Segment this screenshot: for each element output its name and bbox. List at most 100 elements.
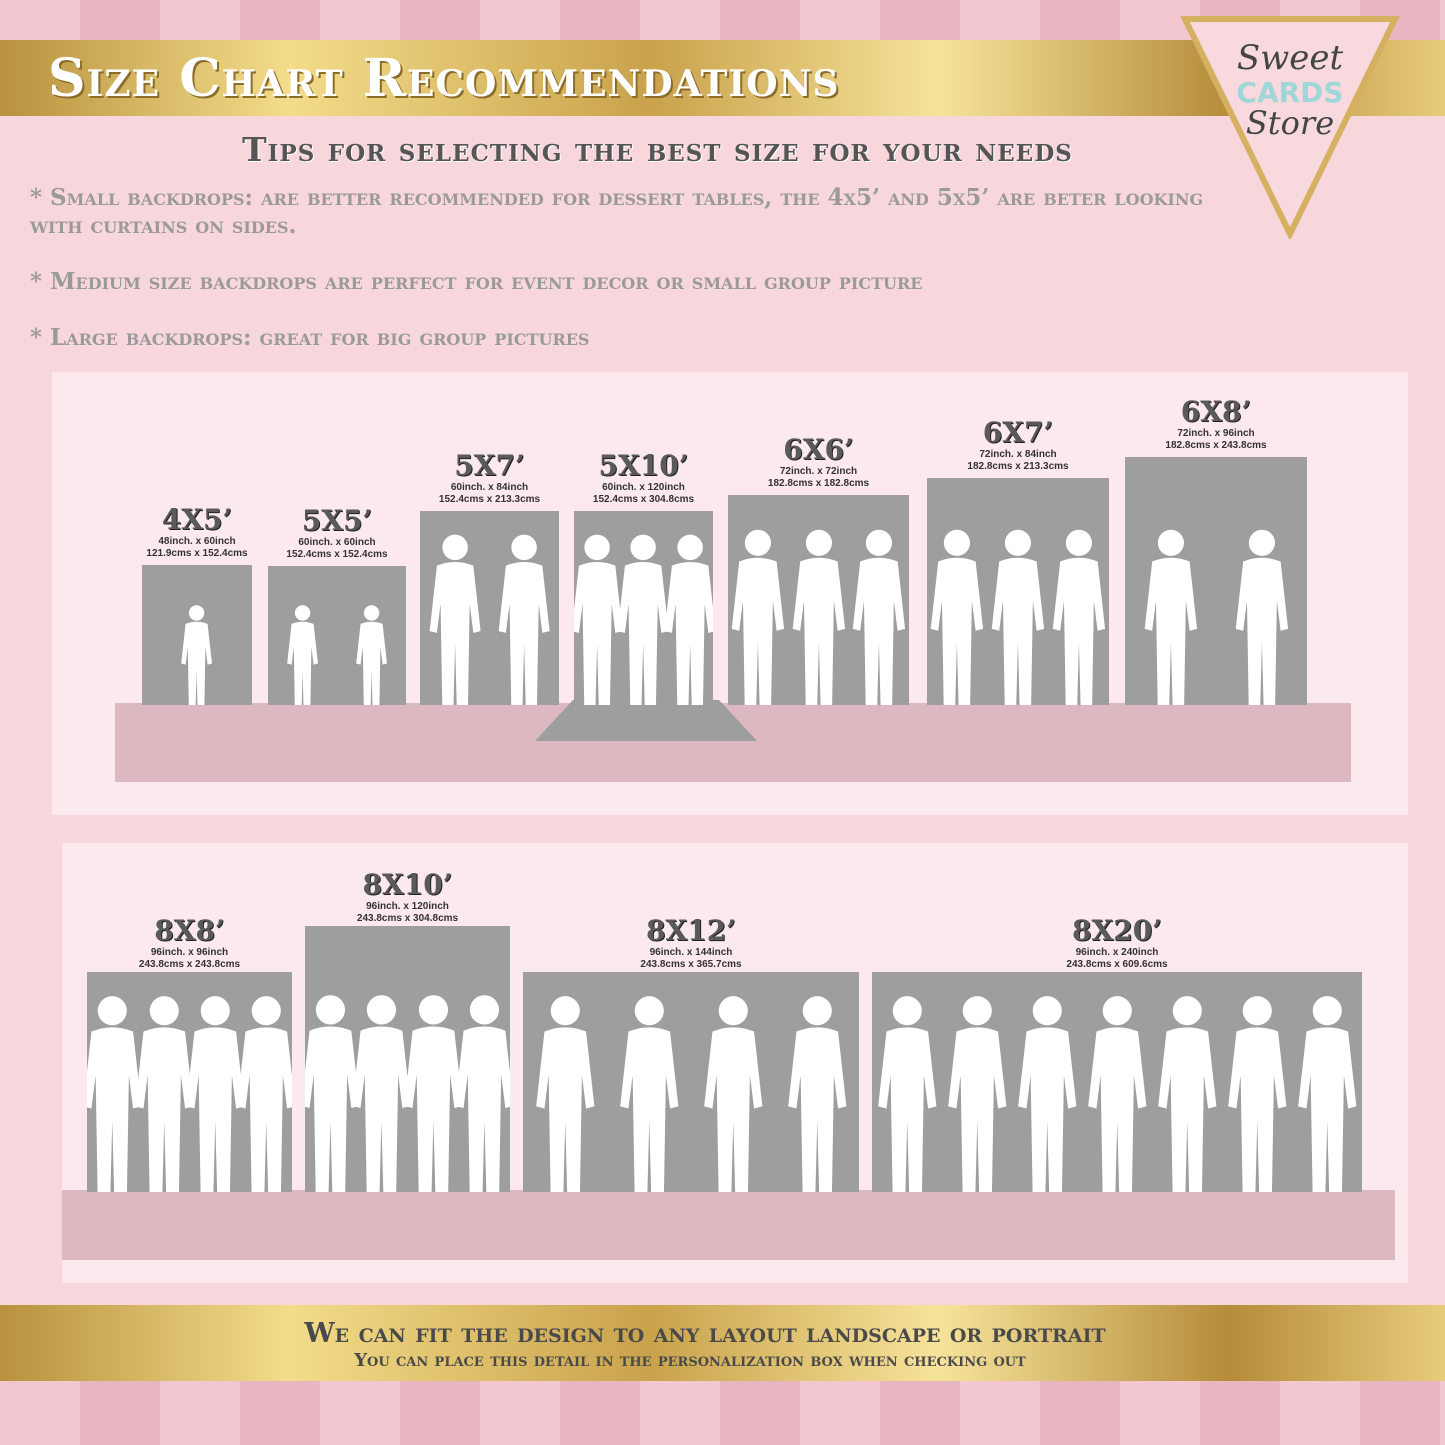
size-cms: 182.8cms x 243.8cms <box>1165 440 1267 451</box>
page-title: Size Chart Recommendations <box>48 48 840 109</box>
person-silhouette-icon <box>181 605 213 705</box>
floor-trapezoid-5x10 <box>535 700 757 741</box>
person-silhouette-icon <box>574 534 623 705</box>
size-label: 4X5’ 48inch. x 60inch 121.9cms x 152.4cms <box>97 503 297 560</box>
backdrop-2 <box>420 511 559 705</box>
size-cms: 182.8cms x 213.3cms <box>967 461 1069 472</box>
size-name: 5X7’ <box>454 449 525 482</box>
person-silhouette-icon <box>664 534 713 705</box>
tip-small: * Small backdrops: are better recommende… <box>30 184 1204 239</box>
person-silhouette-icon <box>619 996 679 1192</box>
size-name: 8X20’ <box>1072 914 1162 947</box>
size-inches: 72inch. x 72inch <box>779 466 858 477</box>
backdrop-10 <box>872 972 1362 1192</box>
size-cms: 243.8cms x 365.7cms <box>640 959 742 970</box>
size-inches: 96inch. x 120inch <box>366 901 449 912</box>
size-inches: 48inch. x 60inch <box>158 536 236 547</box>
person-silhouette-icon <box>186 996 245 1192</box>
size-name: 8X8’ <box>154 914 225 947</box>
size-cms: 243.8cms x 304.8cms <box>356 913 459 924</box>
backdrop-8 <box>305 926 510 1192</box>
person-silhouette-icon <box>305 995 360 1192</box>
backdrop-6 <box>1125 457 1307 705</box>
size-cms: 152.4cms x 304.8cms <box>592 494 695 505</box>
backdrop-5 <box>927 478 1109 705</box>
size-inches: 72inch. x 96inch <box>1177 428 1255 439</box>
size-name: 8X12’ <box>646 914 736 947</box>
size-label: 6X6’ 72inch. x 72inch 182.8cms x 182.8cms <box>719 433 919 490</box>
backdrop-9 <box>523 972 859 1192</box>
size-label: 6X8’ 72inch. x 96inch 182.8cms x 243.8cms <box>1116 395 1316 452</box>
size-name: 6X7’ <box>982 416 1054 449</box>
person-silhouette-icon <box>237 996 292 1192</box>
person-silhouette-icon <box>1297 996 1357 1192</box>
footer-line1: We can fit the design to any layout land… <box>304 1318 1106 1349</box>
person-silhouette-icon <box>852 529 905 705</box>
size-cms: 243.8cms x 243.8cms <box>138 959 241 970</box>
person-silhouette-icon <box>1227 996 1287 1192</box>
size-cms: 243.8cms x 609.6cms <box>1066 959 1168 970</box>
person-silhouette-icon <box>455 995 510 1192</box>
footer-line2: You can place this detail in the persona… <box>354 1350 1026 1371</box>
bottom-pattern <box>0 1381 1445 1445</box>
size-cms: 152.4cms x 152.4cms <box>286 549 388 560</box>
store-logo: Sweet CARDS Store <box>1180 14 1400 241</box>
backdrop-1 <box>268 566 406 705</box>
logo-text-sweet: Sweet <box>1237 38 1344 78</box>
person-silhouette-icon <box>618 534 669 705</box>
footer-gold-band <box>0 1305 1445 1381</box>
person-silhouette-icon <box>947 996 1007 1192</box>
person-silhouette-icon <box>1144 529 1197 705</box>
size-inches: 60inch. x 60inch <box>298 537 376 548</box>
person-silhouette-icon <box>1087 996 1147 1192</box>
size-label: 5X10’ 60inch. x 120inch 152.4cms x 304.8cm… <box>544 449 744 506</box>
person-silhouette-icon <box>1235 529 1288 705</box>
size-inches: 96inch. x 144inch <box>649 947 733 958</box>
person-silhouette-icon <box>1017 996 1077 1192</box>
person-silhouette-icon <box>535 996 595 1192</box>
person-silhouette-icon <box>731 529 785 705</box>
person-silhouette-icon <box>403 995 463 1192</box>
person-silhouette-icon <box>1157 996 1217 1192</box>
size-label: 6X7’ 72inch. x 84inch 182.8cms x 213.3cms <box>918 416 1118 473</box>
subtitle: Tips for selecting the best size for you… <box>242 130 1073 169</box>
size-name: 4X5’ <box>161 503 233 536</box>
backdrop-7 <box>87 972 292 1192</box>
person-silhouette-icon <box>877 996 937 1192</box>
tip-medium: * Medium size backdrops are perfect for … <box>30 268 923 295</box>
logo-text-store: Store <box>1246 104 1334 142</box>
floor-row2 <box>62 1190 1395 1260</box>
person-silhouette-icon <box>498 534 550 705</box>
size-inches: 96inch. x 240inch <box>1075 947 1159 958</box>
backdrop-0 <box>142 565 252 705</box>
person-silhouette-icon <box>931 529 984 705</box>
person-silhouette-icon <box>787 996 847 1192</box>
person-silhouette-icon <box>134 996 193 1192</box>
size-label: 5X7’ 60inch. x 84inch 152.4cms x 213.3cms <box>390 449 590 506</box>
tip-large: * Large backdrops: great for big group p… <box>30 324 590 351</box>
logo-text-cards: CARDS <box>1236 76 1343 109</box>
size-label: 8X10’ 96inch. x 120inch 243.8cms x 304.8cm… <box>308 868 508 925</box>
person-silhouette-icon <box>991 529 1045 705</box>
size-name: 6X8’ <box>1180 395 1252 428</box>
size-name: 5X10’ <box>598 449 689 482</box>
backdrop-4 <box>728 495 909 705</box>
person-silhouette-icon <box>703 996 763 1192</box>
size-inches: 72inch. x 84inch <box>979 449 1057 460</box>
size-label: 5X5’ 60inch. x 60inch 152.4cms x 152.4cms <box>237 504 437 561</box>
size-inches: 60inch. x 120inch <box>602 482 685 493</box>
person-silhouette-icon <box>1052 529 1105 705</box>
backdrop-3 <box>574 511 713 705</box>
size-name: 6X6’ <box>783 433 854 466</box>
person-silhouette-icon <box>287 605 318 705</box>
size-cms: 182.8cms x 182.8cms <box>767 478 870 489</box>
size-inches: 96inch. x 96inch <box>150 947 229 958</box>
person-silhouette-icon <box>352 995 412 1192</box>
size-label: 8X8’ 96inch. x 96inch 243.8cms x 243.8cms <box>90 914 290 971</box>
person-silhouette-icon <box>87 996 142 1192</box>
size-name: 8X10’ <box>362 868 453 901</box>
person-silhouette-icon <box>429 534 481 705</box>
person-silhouette-icon <box>356 605 387 705</box>
person-silhouette-icon <box>792 529 845 705</box>
size-name: 5X5’ <box>301 504 373 537</box>
